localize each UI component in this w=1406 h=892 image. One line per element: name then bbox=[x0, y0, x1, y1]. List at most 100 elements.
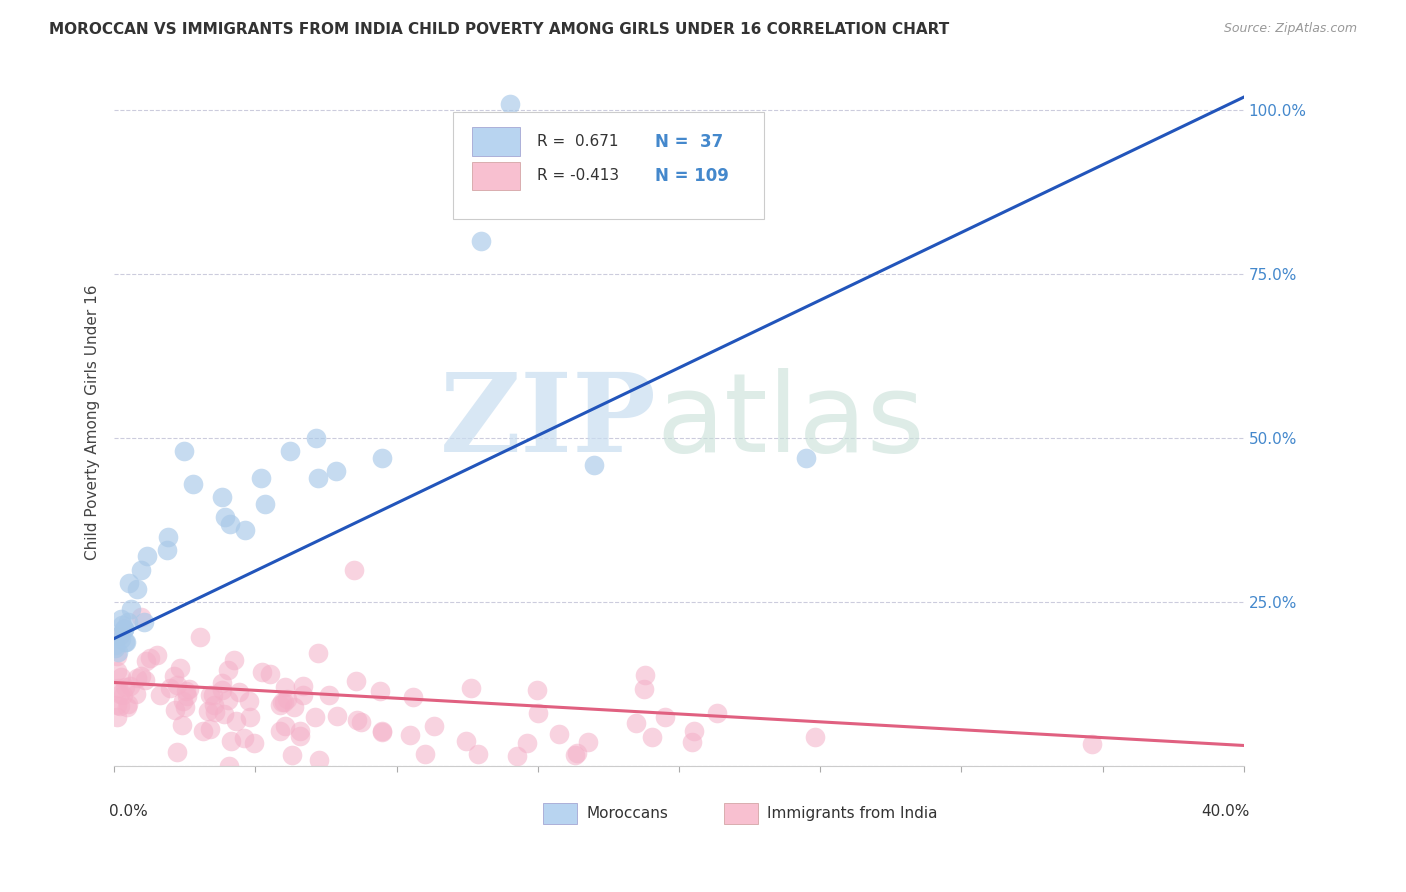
Point bbox=[371, 724, 394, 739]
Point bbox=[176, 689, 198, 703]
Bar bbox=[544, 803, 578, 823]
Point bbox=[202, 688, 225, 702]
Point bbox=[198, 722, 221, 736]
Point bbox=[292, 689, 315, 703]
FancyBboxPatch shape bbox=[453, 112, 763, 219]
Point bbox=[232, 731, 254, 745]
Point bbox=[134, 615, 156, 629]
Point bbox=[218, 759, 240, 773]
Point bbox=[371, 451, 394, 466]
Point bbox=[111, 618, 134, 632]
Point bbox=[112, 622, 135, 636]
Point bbox=[146, 648, 169, 662]
Point bbox=[278, 444, 301, 458]
Point bbox=[173, 444, 195, 458]
Text: 0.0%: 0.0% bbox=[108, 805, 148, 820]
Point bbox=[105, 665, 128, 679]
Point bbox=[172, 694, 194, 708]
Point bbox=[217, 663, 239, 677]
Point bbox=[166, 678, 188, 692]
Point bbox=[112, 622, 135, 636]
Point bbox=[280, 747, 302, 762]
Point bbox=[634, 668, 657, 682]
Point bbox=[129, 610, 152, 624]
Point bbox=[548, 727, 571, 741]
Point bbox=[399, 728, 422, 742]
Point bbox=[139, 650, 162, 665]
Point bbox=[163, 669, 186, 683]
Point bbox=[239, 710, 262, 724]
Point bbox=[308, 753, 330, 767]
Point bbox=[291, 679, 314, 693]
Point bbox=[174, 683, 197, 698]
Point bbox=[238, 694, 260, 708]
Point bbox=[125, 671, 148, 685]
Point bbox=[325, 464, 347, 478]
Point bbox=[318, 688, 340, 702]
Point bbox=[120, 602, 142, 616]
Point bbox=[117, 699, 139, 714]
Text: atlas: atlas bbox=[657, 368, 925, 475]
Point bbox=[516, 736, 538, 750]
Point bbox=[149, 688, 172, 702]
Point bbox=[271, 695, 294, 709]
Point bbox=[346, 714, 368, 728]
Y-axis label: Child Poverty Among Girls Under 16: Child Poverty Among Girls Under 16 bbox=[86, 285, 100, 559]
Point bbox=[219, 734, 242, 748]
Point bbox=[183, 477, 205, 491]
Point bbox=[114, 681, 136, 695]
Point bbox=[198, 688, 221, 702]
Point bbox=[193, 724, 215, 739]
Point bbox=[169, 661, 191, 675]
Point bbox=[343, 563, 366, 577]
Point bbox=[107, 681, 129, 695]
Text: Moroccans: Moroccans bbox=[586, 805, 668, 821]
Point bbox=[104, 638, 127, 652]
Point bbox=[243, 736, 266, 750]
Point bbox=[804, 730, 827, 744]
Point bbox=[567, 746, 589, 760]
Point bbox=[125, 687, 148, 701]
Point bbox=[371, 723, 394, 738]
Point bbox=[624, 715, 647, 730]
Point bbox=[304, 710, 326, 724]
Point bbox=[197, 704, 219, 718]
Point bbox=[233, 523, 256, 537]
Point bbox=[682, 724, 704, 739]
Point bbox=[204, 705, 226, 719]
Point bbox=[269, 723, 291, 738]
Point bbox=[165, 703, 187, 717]
Point bbox=[460, 681, 482, 696]
Point bbox=[110, 628, 132, 642]
Text: 40.0%: 40.0% bbox=[1201, 805, 1250, 820]
Point bbox=[307, 647, 329, 661]
Point bbox=[259, 667, 281, 681]
Text: N = 109: N = 109 bbox=[655, 167, 730, 185]
Point bbox=[105, 698, 128, 713]
Point bbox=[350, 714, 373, 729]
Point bbox=[202, 698, 225, 712]
Point bbox=[211, 676, 233, 690]
Point bbox=[211, 491, 233, 505]
Point bbox=[118, 575, 141, 590]
Point bbox=[112, 688, 135, 702]
Point bbox=[188, 630, 211, 644]
Point bbox=[253, 497, 276, 511]
Point bbox=[326, 709, 349, 723]
Text: R = -0.413: R = -0.413 bbox=[537, 169, 619, 184]
Point bbox=[107, 645, 129, 659]
Point bbox=[114, 634, 136, 648]
Point bbox=[129, 668, 152, 682]
Point bbox=[129, 563, 152, 577]
Point bbox=[1081, 737, 1104, 751]
Text: MOROCCAN VS IMMIGRANTS FROM INDIA CHILD POVERTY AMONG GIRLS UNDER 16 CORRELATION: MOROCCAN VS IMMIGRANTS FROM INDIA CHILD … bbox=[49, 22, 949, 37]
Text: ZIP: ZIP bbox=[440, 368, 657, 475]
Point bbox=[641, 730, 664, 744]
Point bbox=[654, 710, 676, 724]
Text: R =  0.671: R = 0.671 bbox=[537, 134, 619, 149]
Point bbox=[214, 707, 236, 722]
Point bbox=[283, 699, 305, 714]
Point bbox=[117, 697, 139, 711]
Point bbox=[110, 670, 132, 684]
Point bbox=[564, 747, 586, 762]
